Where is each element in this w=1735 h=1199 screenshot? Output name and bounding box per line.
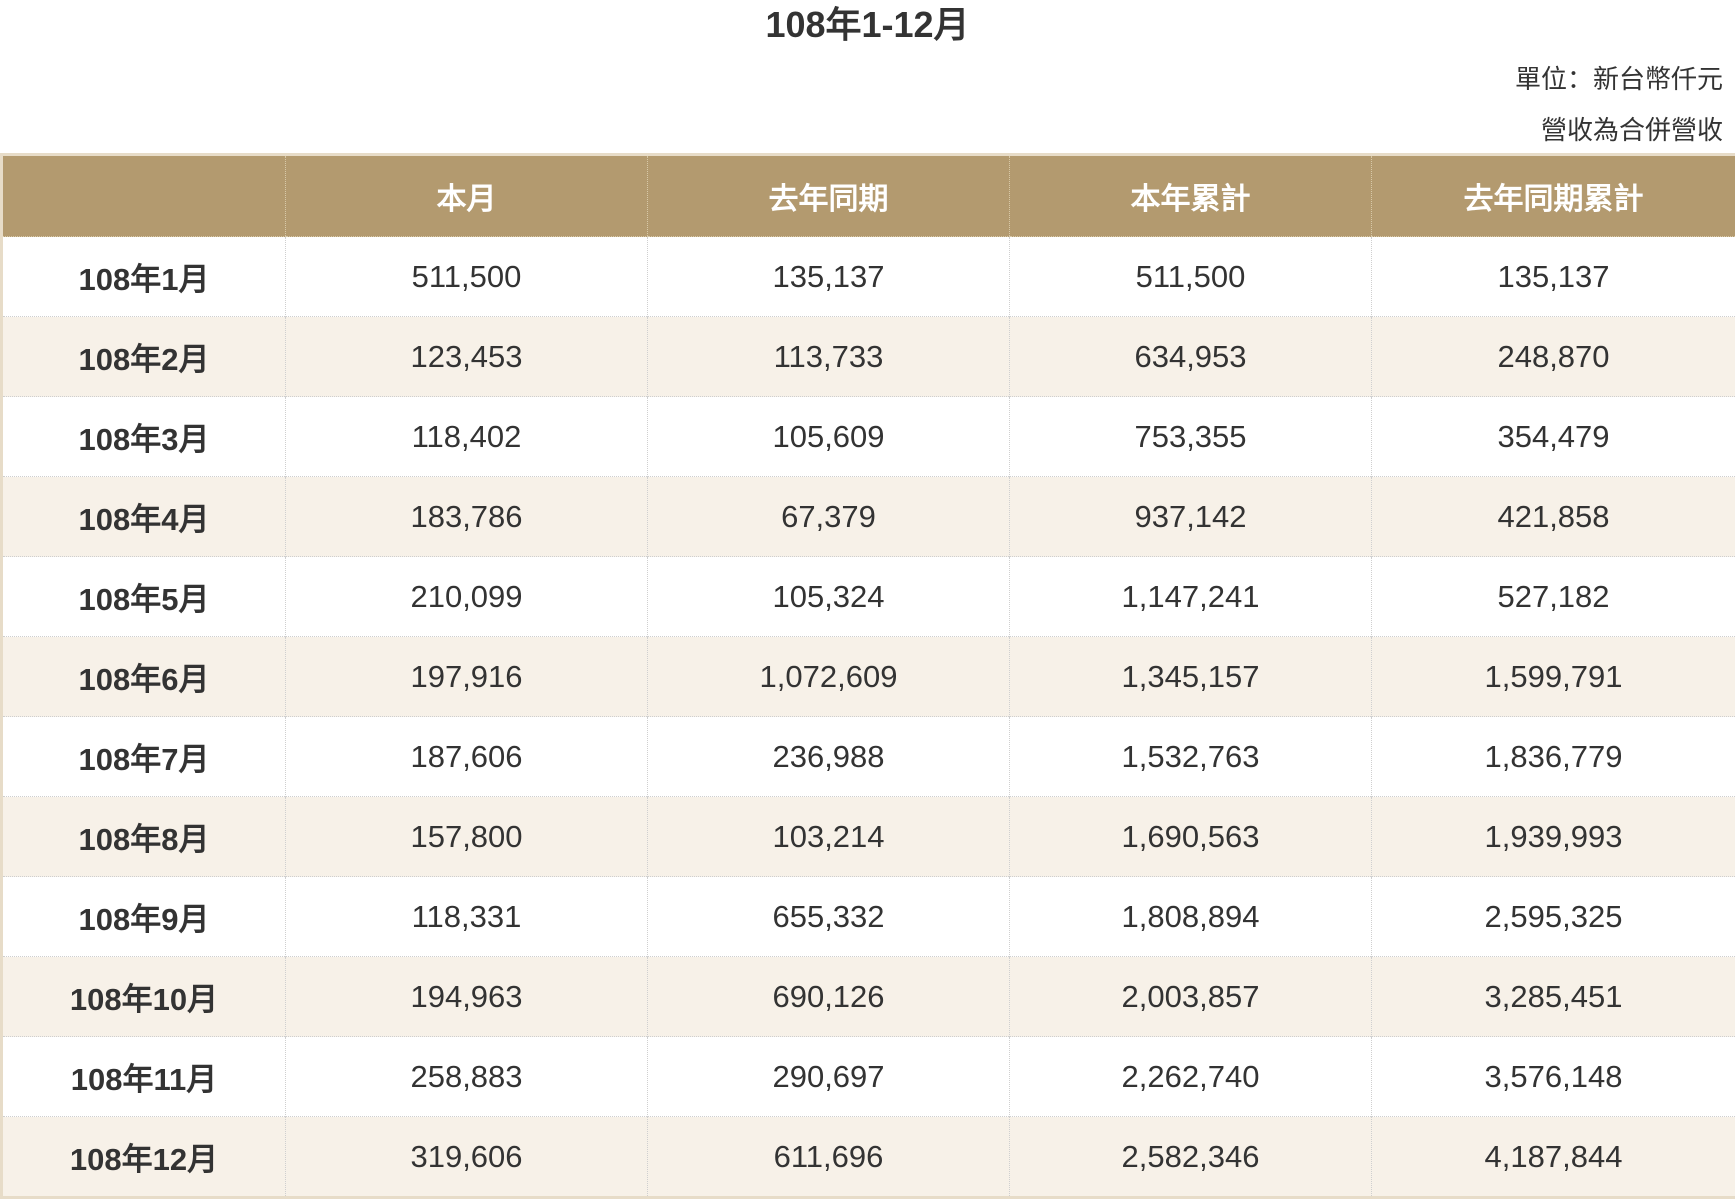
ytd-cell: 2,262,740 (1009, 1036, 1372, 1117)
table-row: 108年1月 511,500 135,137 511,500 135,137 (1, 236, 1735, 317)
table-row: 108年12月 319,606 611,696 2,582,346 4,187,844 (1, 1116, 1735, 1198)
ytd-cell: 511,500 (1009, 236, 1372, 317)
same-period-last-year-cell: 611,696 (647, 1116, 1010, 1198)
this-month-cell: 183,786 (285, 476, 648, 557)
this-month-cell: 118,331 (285, 876, 648, 957)
ytd-last-year-cell: 421,858 (1371, 476, 1735, 557)
month-cell: 108年2月 (1, 316, 286, 397)
revenue-table: 本月 去年同期 本年累計 去年同期累計 108年1月 511,500 135,137… (0, 153, 1735, 1199)
table-body: 108年1月 511,500 135,137 511,500 135,137 108年2月… (1, 236, 1735, 1198)
ytd-cell: 937,142 (1009, 476, 1372, 557)
same-period-last-year-cell: 67,379 (647, 476, 1010, 557)
ytd-cell: 634,953 (1009, 316, 1372, 397)
table-row: 108年10月 194,963 690,126 2,003,857 3,285,451 (1, 956, 1735, 1037)
header-cell-month (1, 154, 286, 237)
month-cell: 108年6月 (1, 636, 286, 717)
table-row: 108年2月 123,453 113,733 634,953 248,870 (1, 316, 1735, 397)
this-month-cell: 157,800 (285, 796, 648, 877)
table-header: 本月 去年同期 本年累計 去年同期累計 (1, 154, 1735, 237)
this-month-cell: 258,883 (285, 1036, 648, 1117)
ytd-cell: 1,690,563 (1009, 796, 1372, 877)
ytd-last-year-cell: 354,479 (1371, 396, 1735, 477)
this-month-cell: 118,402 (285, 396, 648, 477)
revenue-table-container: 本月 去年同期 本年累計 去年同期累計 108年1月 511,500 135,137… (0, 153, 1735, 1199)
ytd-last-year-cell: 135,137 (1371, 236, 1735, 317)
month-cell: 108年5月 (1, 556, 286, 637)
this-month-cell: 194,963 (285, 956, 648, 1037)
month-cell: 108年3月 (1, 396, 286, 477)
table-row: 108年7月 187,606 236,988 1,532,763 1,836,779 (1, 716, 1735, 797)
table-row: 108年3月 118,402 105,609 753,355 354,479 (1, 396, 1735, 477)
ytd-cell: 1,532,763 (1009, 716, 1372, 797)
ytd-cell: 2,003,857 (1009, 956, 1372, 1037)
month-cell: 108年11月 (1, 1036, 286, 1117)
ytd-last-year-cell: 527,182 (1371, 556, 1735, 637)
ytd-cell: 2,582,346 (1009, 1116, 1372, 1198)
table-row: 108年4月 183,786 67,379 937,142 421,858 (1, 476, 1735, 557)
table-row: 108年6月 197,916 1,072,609 1,345,157 1,599,791 (1, 636, 1735, 717)
same-period-last-year-cell: 236,988 (647, 716, 1010, 797)
same-period-last-year-cell: 103,214 (647, 796, 1010, 877)
ytd-cell: 1,808,894 (1009, 876, 1372, 957)
header-row: 本月 去年同期 本年累計 去年同期累計 (1, 154, 1735, 237)
same-period-last-year-cell: 655,332 (647, 876, 1010, 957)
header-cell-ytd-last-year: 去年同期累計 (1371, 154, 1735, 237)
table-row: 108年5月 210,099 105,324 1,147,241 527,182 (1, 556, 1735, 637)
header-cell-ytd: 本年累計 (1009, 154, 1372, 237)
ytd-last-year-cell: 2,595,325 (1371, 876, 1735, 957)
this-month-cell: 210,099 (285, 556, 648, 637)
table-row: 108年11月 258,883 290,697 2,262,740 3,576,148 (1, 1036, 1735, 1117)
ytd-last-year-cell: 1,836,779 (1371, 716, 1735, 797)
table-row: 108年8月 157,800 103,214 1,690,563 1,939,993 (1, 796, 1735, 877)
this-month-cell: 187,606 (285, 716, 648, 797)
same-period-last-year-cell: 290,697 (647, 1036, 1010, 1117)
same-period-last-year-cell: 1,072,609 (647, 636, 1010, 717)
month-cell: 108年1月 (1, 236, 286, 317)
this-month-cell: 123,453 (285, 316, 648, 397)
ytd-last-year-cell: 3,285,451 (1371, 956, 1735, 1037)
same-period-last-year-cell: 135,137 (647, 236, 1010, 317)
month-cell: 108年9月 (1, 876, 286, 957)
same-period-last-year-cell: 690,126 (647, 956, 1010, 1037)
this-month-cell: 319,606 (285, 1116, 648, 1198)
ytd-last-year-cell: 1,939,993 (1371, 796, 1735, 877)
ytd-cell: 1,147,241 (1009, 556, 1372, 637)
ytd-cell: 1,345,157 (1009, 636, 1372, 717)
month-cell: 108年8月 (1, 796, 286, 877)
revenue-basis-note: 營收為合併營收 (1540, 115, 1723, 145)
page-title: 108年1-12月 (765, 4, 970, 45)
same-period-last-year-cell: 105,324 (647, 556, 1010, 637)
ytd-last-year-cell: 4,187,844 (1371, 1116, 1735, 1198)
ytd-last-year-cell: 3,576,148 (1371, 1036, 1735, 1117)
header-cell-this-month: 本月 (285, 154, 648, 237)
same-period-last-year-cell: 105,609 (647, 396, 1010, 477)
month-cell: 108年4月 (1, 476, 286, 557)
unit-note: 單位：新台幣仟元 (1514, 64, 1723, 94)
ytd-last-year-cell: 248,870 (1371, 316, 1735, 397)
header-cell-same-period-last-year: 去年同期 (647, 154, 1010, 237)
month-cell: 108年7月 (1, 716, 286, 797)
ytd-last-year-cell: 1,599,791 (1371, 636, 1735, 717)
this-month-cell: 197,916 (285, 636, 648, 717)
ytd-cell: 753,355 (1009, 396, 1372, 477)
table-row: 108年9月 118,331 655,332 1,808,894 2,595,325 (1, 876, 1735, 957)
this-month-cell: 511,500 (285, 236, 648, 317)
month-cell: 108年12月 (1, 1116, 286, 1198)
month-cell: 108年10月 (1, 956, 286, 1037)
same-period-last-year-cell: 113,733 (647, 316, 1010, 397)
